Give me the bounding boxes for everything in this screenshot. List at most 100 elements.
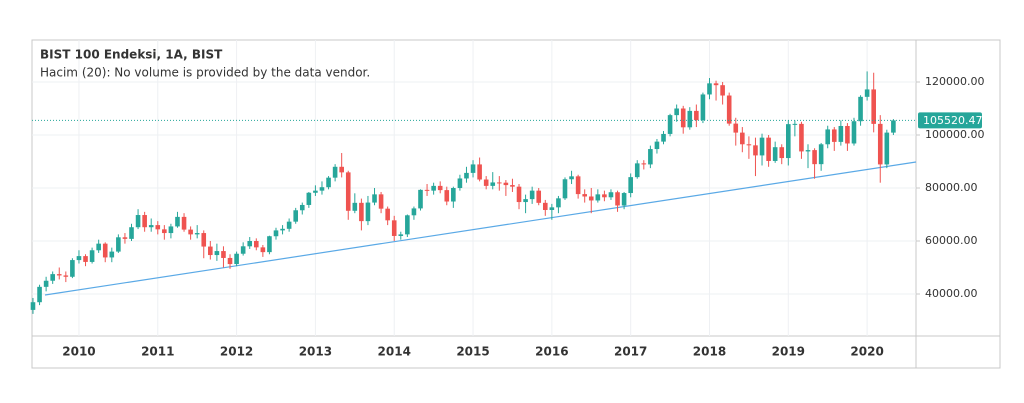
candle-body	[845, 125, 850, 144]
candle-body	[812, 150, 817, 165]
candle-body	[431, 185, 436, 191]
candle-body	[470, 164, 476, 173]
candle-body	[825, 129, 831, 145]
candle-body	[253, 240, 259, 248]
candle-body	[122, 237, 128, 239]
candle-body	[680, 108, 686, 128]
candle-body	[148, 225, 154, 228]
candle-body	[654, 141, 660, 150]
candle-body	[858, 96, 863, 122]
candle-body	[477, 164, 482, 180]
candle-body	[831, 129, 837, 142]
candle-body	[135, 215, 141, 228]
candle-body	[234, 253, 239, 265]
x-tick-label: 2019	[772, 345, 805, 359]
trend-line	[44, 161, 917, 296]
candle-body	[779, 147, 785, 159]
candle-body	[569, 176, 574, 180]
candle-body	[70, 260, 75, 277]
x-tick-label: 2016	[535, 345, 568, 359]
candle-body	[352, 202, 358, 211]
candle-body	[76, 256, 82, 261]
candle-body	[864, 89, 870, 97]
candle-body	[96, 243, 101, 251]
y-tick-label: 100000.00	[925, 128, 985, 141]
candle-body	[102, 243, 108, 258]
candle-body	[175, 216, 180, 227]
candle-body	[451, 188, 456, 202]
candle-body	[457, 178, 463, 188]
candle-body	[707, 83, 712, 95]
candle-body	[700, 94, 706, 121]
candle-body	[536, 190, 542, 203]
x-tick-label: 2014	[378, 345, 411, 359]
candle-body	[181, 216, 187, 230]
candle-body	[319, 187, 325, 191]
grid	[32, 40, 916, 336]
candle-body	[529, 190, 535, 200]
candle-body	[365, 202, 371, 222]
candle-body	[155, 225, 161, 230]
x-tick-label: 2017	[614, 345, 647, 359]
candle-body	[240, 246, 246, 254]
candle-body	[510, 185, 515, 187]
candle-body	[726, 95, 732, 124]
candle-body	[299, 204, 305, 211]
candle-body	[326, 177, 331, 188]
x-tick-label: 2020	[850, 345, 883, 359]
candle-body	[720, 85, 725, 96]
candle-body	[792, 123, 798, 125]
candle-body	[746, 144, 752, 146]
candle-body	[345, 172, 351, 211]
candle-body	[306, 192, 312, 205]
candle-body	[411, 208, 417, 216]
candle-body	[661, 133, 666, 142]
candle-body	[260, 247, 266, 253]
candle-body	[267, 236, 272, 253]
candle-body	[273, 230, 279, 237]
candle-body	[398, 234, 404, 236]
candle-body	[799, 123, 804, 152]
candle-body	[483, 179, 489, 186]
candle-body	[621, 193, 627, 206]
candle-body	[168, 226, 174, 234]
candle-body	[50, 274, 55, 281]
candle-body	[818, 144, 824, 165]
x-tick-label: 2015	[456, 345, 489, 359]
candle-body	[405, 215, 410, 235]
candle-body	[733, 123, 739, 133]
y-tick-label: 80000.00	[925, 181, 978, 194]
candle-body	[851, 121, 857, 144]
candle-body	[562, 179, 568, 199]
candle-body	[608, 192, 614, 198]
candle-body	[648, 149, 653, 165]
candle-body	[339, 166, 344, 173]
candle-body	[753, 145, 758, 156]
candle-body	[385, 208, 390, 221]
candle-body	[575, 176, 581, 195]
candle-body	[602, 194, 607, 198]
candle-body	[37, 286, 42, 303]
candle-body	[497, 182, 502, 184]
candle-body	[280, 228, 285, 231]
candle-body	[549, 207, 555, 210]
candle-body	[713, 83, 719, 86]
candle-body	[391, 220, 397, 236]
candle-body	[109, 251, 115, 258]
chart-frame	[31, 39, 1001, 369]
last-price-label: 105520.47	[923, 114, 983, 127]
y-tick-label: 120000.00	[925, 75, 985, 88]
candle-body	[786, 124, 791, 159]
candle-body	[372, 194, 377, 203]
candle-body	[424, 189, 430, 191]
candle-body	[332, 166, 338, 178]
candle-body	[359, 202, 364, 222]
x-tick-label: 2013	[299, 345, 332, 359]
candle-body	[464, 172, 469, 179]
candle-body	[805, 150, 811, 152]
candle-body	[418, 189, 423, 209]
candle-body	[214, 251, 220, 256]
candle-body	[129, 227, 134, 239]
chart-subtitle: Hacim (20): No volume is provided by the…	[40, 66, 370, 80]
